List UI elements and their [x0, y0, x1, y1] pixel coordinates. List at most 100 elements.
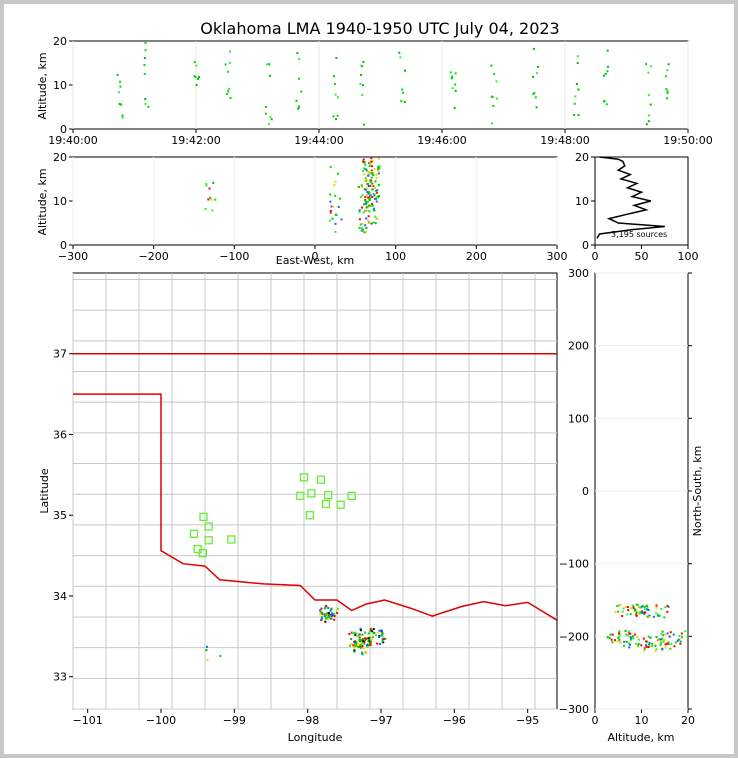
altitude-time-source — [400, 100, 403, 103]
histogram-xtick-label: 50 — [635, 250, 649, 263]
plan-view-source — [357, 635, 360, 638]
altitude-time-source — [121, 114, 124, 117]
plan-view-source — [370, 641, 373, 644]
northsouth-source — [628, 632, 631, 635]
plan-view-source — [329, 609, 332, 612]
eastwest-source — [357, 186, 360, 189]
altitude-time-xtick-label: 19:42:00 — [171, 134, 220, 147]
plan-view-source — [331, 615, 334, 618]
eastwest-source — [367, 174, 370, 177]
northsouth-source — [617, 604, 620, 607]
eastwest-source — [366, 190, 369, 193]
altitude-time-source — [297, 106, 300, 109]
eastwest-source — [334, 230, 337, 233]
plan-view-source — [381, 634, 384, 637]
altitude-time-source — [666, 91, 669, 94]
eastwest-xtick-label: 300 — [547, 250, 568, 263]
eastwest-source — [365, 226, 368, 229]
altitude-time-source — [193, 75, 196, 78]
northsouth-source — [629, 636, 632, 639]
northsouth-source — [646, 615, 649, 618]
plan-view-source — [359, 639, 362, 642]
northsouth-source — [651, 642, 654, 645]
lma-station — [198, 549, 207, 558]
eastwest-source — [361, 206, 364, 209]
altitude-time-source — [403, 69, 406, 72]
altitude-time-source — [335, 56, 338, 59]
eastwest-source — [205, 183, 208, 186]
northsouth-source — [611, 633, 614, 636]
northsouth-source — [616, 605, 619, 608]
altitude-time-source — [666, 90, 669, 93]
altitude-time-source — [119, 85, 122, 88]
northsouth-source — [639, 611, 642, 614]
northsouth-source — [637, 643, 640, 646]
eastwest-source — [368, 222, 371, 225]
northsouth-source — [627, 609, 630, 612]
northsouth-source — [624, 605, 627, 608]
ylabel-northsouth: North-South, km — [691, 446, 704, 537]
altitude-time-source — [451, 75, 454, 78]
northsouth-source — [637, 645, 640, 648]
northsouth-source — [623, 640, 626, 643]
plan-view-source — [371, 635, 374, 638]
plan-view-source — [325, 605, 328, 608]
eastwest-source — [212, 181, 215, 184]
eastwest-source — [368, 204, 371, 207]
histogram-ytick-label: 20 — [575, 151, 589, 164]
plan-view-source — [324, 615, 327, 618]
plan-view-source — [324, 613, 327, 616]
northsouth-source — [606, 636, 609, 639]
plan-view-source — [333, 615, 336, 618]
altitude-time-source — [144, 102, 147, 105]
eastwest-source — [364, 224, 367, 227]
eastwest-source — [328, 219, 331, 222]
lma-station — [347, 491, 356, 500]
northsouth-source — [646, 606, 649, 609]
eastwest-source — [365, 179, 368, 182]
northsouth-source — [619, 603, 622, 606]
plan-view-source — [373, 632, 376, 635]
plan-view-source — [328, 614, 331, 617]
northsouth-source — [635, 614, 638, 617]
plan-view-source — [361, 653, 364, 656]
plan-view-source — [363, 642, 366, 645]
plan-view-source — [384, 637, 387, 640]
lma-station — [321, 499, 331, 509]
altitude-time-source — [117, 91, 120, 94]
altitude-time-source — [603, 99, 606, 102]
northsouth-source — [626, 605, 629, 608]
eastwest-source — [329, 200, 332, 203]
northsouth-source — [655, 604, 658, 607]
eastwest-source — [329, 193, 332, 196]
plan-view-source — [354, 640, 357, 643]
plan-view-xtick-label: −100 — [146, 714, 176, 727]
plan-view-source — [381, 639, 384, 642]
altitude-time-source — [667, 63, 670, 66]
northsouth-source — [679, 642, 682, 645]
eastwest-source — [367, 209, 370, 212]
altitude-time-source — [227, 70, 230, 73]
northsouth-source — [658, 614, 661, 617]
plan-view-ytick-label: 36 — [53, 428, 67, 441]
northsouth-source — [672, 633, 675, 636]
northsouth-source — [667, 605, 670, 608]
eastwest-source — [210, 198, 213, 201]
plan-view-source — [320, 607, 323, 610]
northsouth-source — [666, 642, 669, 645]
altitude-time-source — [143, 56, 146, 59]
plan-view-source — [354, 633, 357, 636]
lma-station — [316, 475, 326, 484]
altitude-time-source — [605, 103, 608, 106]
northsouth-source — [639, 606, 642, 609]
plan-view-source — [328, 616, 331, 619]
histogram-ytick-label: 10 — [575, 195, 589, 208]
altitude-time-source — [649, 65, 652, 68]
chart-title: Oklahoma LMA 1940-1950 UTC July 04, 2023 — [200, 19, 559, 38]
xlabel-longitude: Longitude — [288, 731, 343, 744]
eastwest-source — [371, 170, 374, 173]
plan-view-source — [353, 640, 356, 643]
plan-view-ytick-label: 34 — [53, 590, 67, 603]
altitude-time-source — [268, 63, 271, 66]
altitude-time-source — [647, 120, 650, 123]
